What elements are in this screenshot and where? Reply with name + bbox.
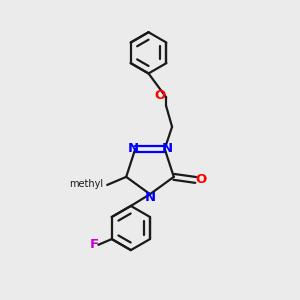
Text: F: F — [89, 238, 98, 251]
Text: N: N — [128, 142, 139, 154]
Text: O: O — [195, 173, 207, 186]
Text: N: N — [144, 190, 156, 204]
Text: N: N — [161, 142, 172, 154]
Text: methyl: methyl — [70, 179, 104, 189]
Text: O: O — [155, 89, 166, 102]
